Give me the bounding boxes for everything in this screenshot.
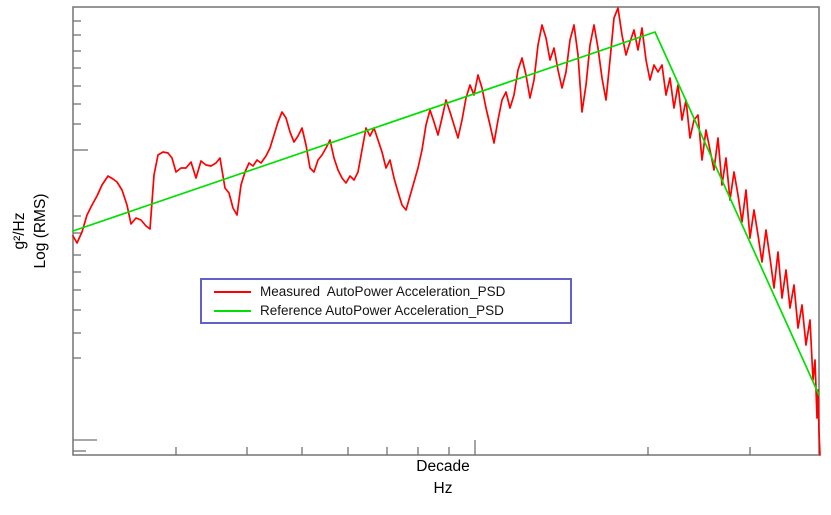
measured-legend-label: Measured AutoPower Acceleration_PSD [260,284,506,299]
measured-psd-line [72,7,821,456]
y-axis-label: g²/Hz Log (RMS) [9,194,51,269]
legend-box: Measured AutoPower Acceleration_PSD Refe… [200,278,572,324]
x-axis-label: Decade Hz [416,456,469,500]
y-axis-label-units: g²/Hz [11,212,28,250]
measured-line-swatch [214,290,251,293]
reference-legend-label: Reference AutoPower Acceleration_PSD [260,303,504,318]
legend-row-measured: Measured AutoPower Acceleration_PSD [214,284,570,299]
reference-psd-line [72,31,820,396]
legend-row-reference: Reference AutoPower Acceleration_PSD [214,303,570,318]
reference-line-swatch [214,309,251,312]
x-axis-label-scale: Decade [416,458,470,475]
y-axis-label-scale: Log (RMS) [32,193,49,269]
x-axis-label-units: Hz [433,480,453,497]
